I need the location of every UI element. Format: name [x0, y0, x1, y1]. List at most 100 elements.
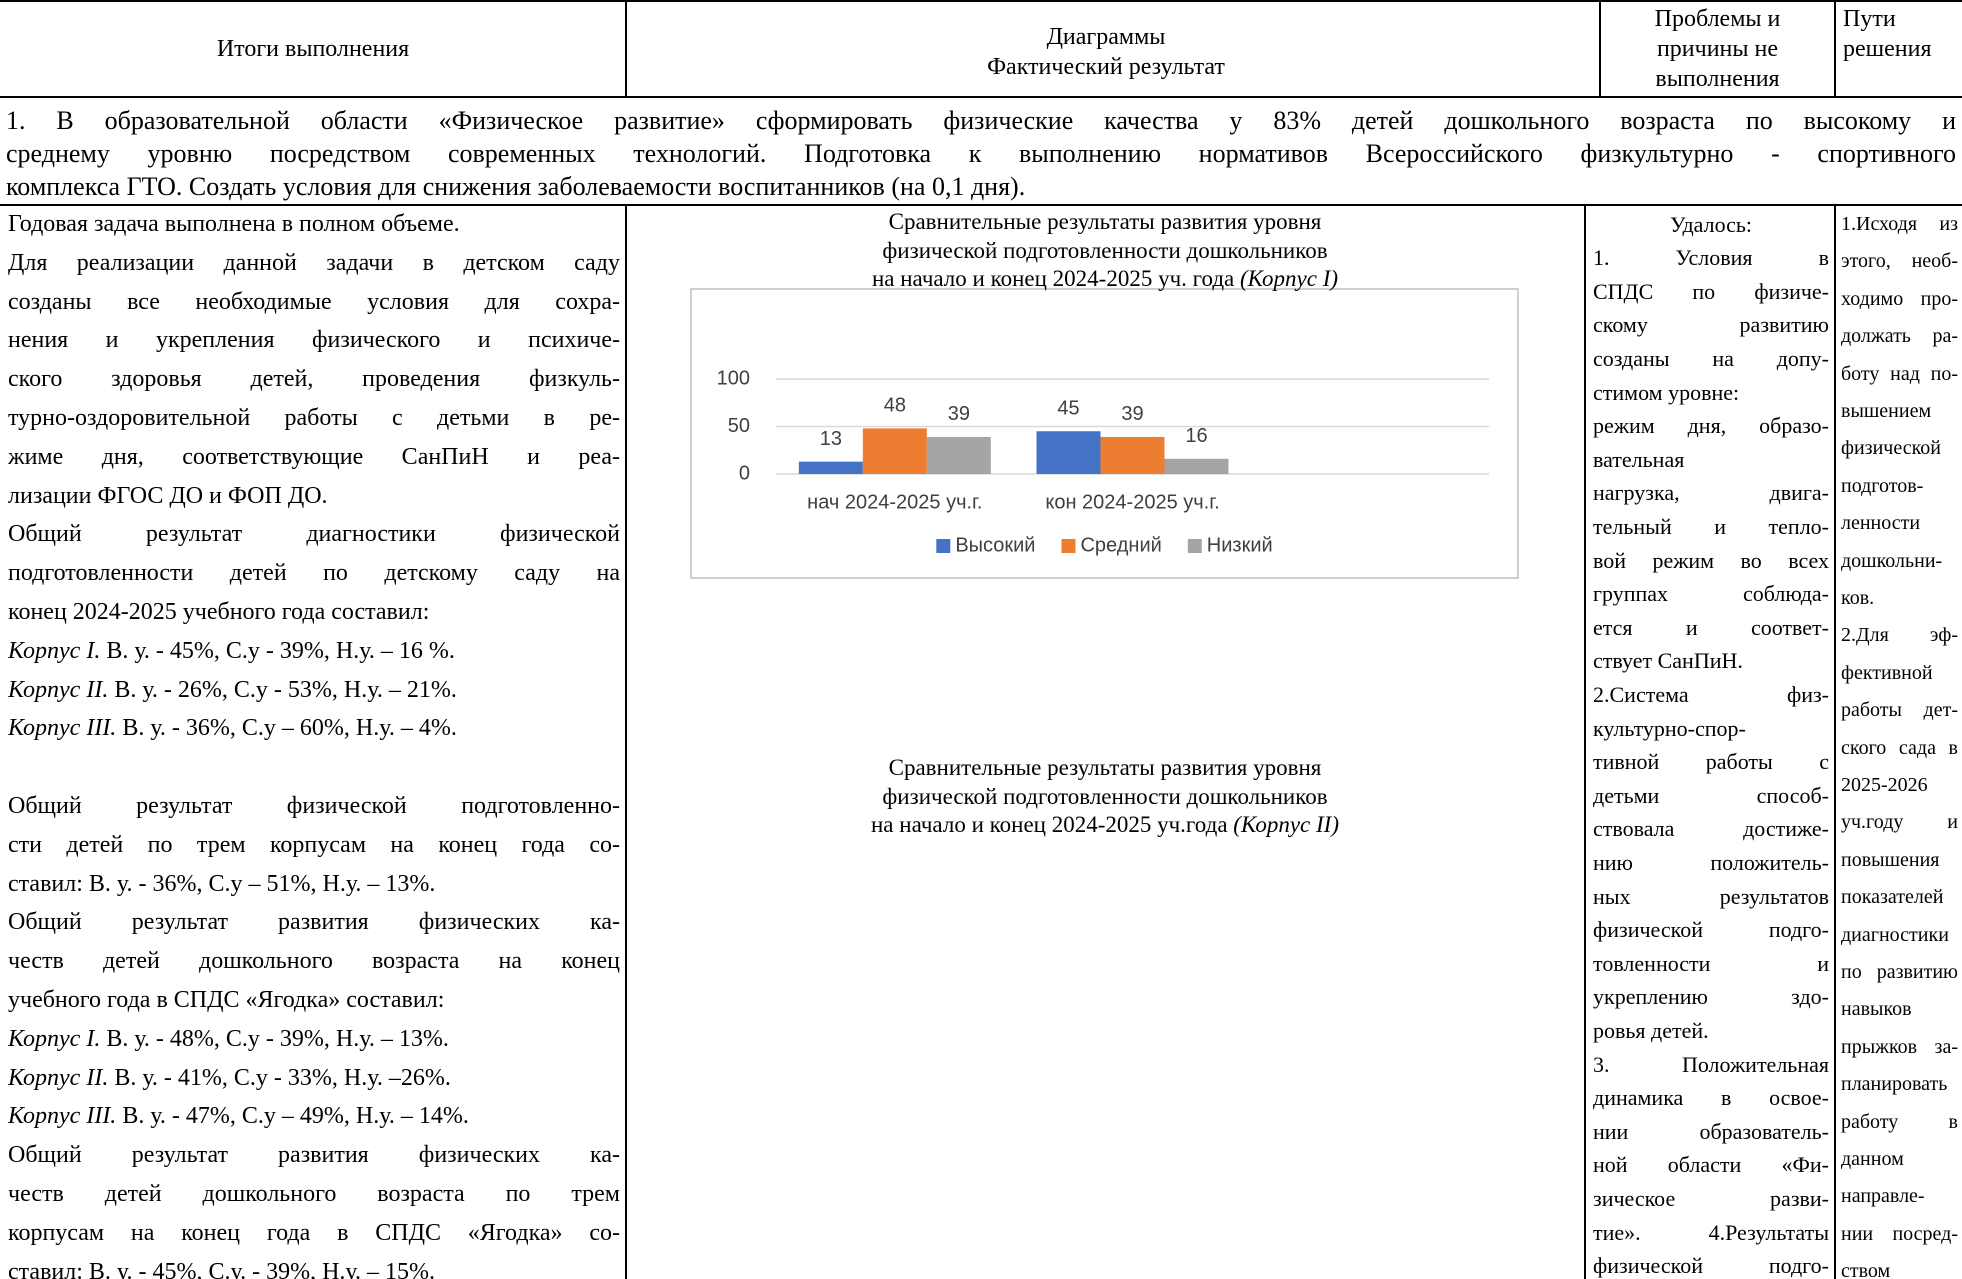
solution-line: дошкольни- [1841, 549, 1943, 572]
data-label: 48 [884, 395, 906, 417]
result-line: конец 2024-2025 учебного года составил: [8, 599, 430, 625]
solution-line: работы дет- [1841, 699, 1958, 722]
chart-title-line: физической подготовленности дошкольников [882, 237, 1328, 263]
result-line: Общий результат развития физических ка- [8, 1142, 620, 1169]
problem-line: нагрузка, двига- [1593, 480, 1829, 506]
result-line: Корпус III. В. у. - 47%, С.у – 49%, Н.у.… [8, 1097, 620, 1135]
result-line: Корпус II. В. у. - 26%, С.у - 53%, Н.у. … [8, 671, 620, 709]
bar [798, 461, 863, 474]
result-text: В. у. - 48%, С.у - 39%, Н.у. – 13%. [100, 1025, 449, 1052]
solution-line: данном [1841, 1148, 1904, 1170]
result-line: Корпус I. В. у. - 45%, С.у - 39%, Н.у. –… [8, 632, 620, 670]
problem-line: ствовала достиже- [1593, 816, 1829, 842]
problem-line: вой режим во всех [1593, 547, 1829, 573]
solution-line: прыжков за- [1841, 1035, 1958, 1058]
result-line: честв детей дошкольного возраста по трем [8, 1181, 620, 1207]
problem-line: детьми способ- [1593, 782, 1829, 808]
header-cell-text: Итоги выполнения [216, 36, 410, 63]
header-cell-text: Фактический результат [987, 54, 1225, 81]
problem-line: вательная [1593, 446, 1685, 472]
solution-line: этого, необ- [1841, 250, 1958, 273]
result-text: В. у. - 45%, С.у - 39%, Н.у. – 16 %. [100, 637, 455, 664]
legend-label: Высокий [955, 534, 1035, 556]
corpus-label: Корпус I. [8, 637, 101, 664]
result-line: Общий результат развития физических ка- [8, 909, 620, 936]
data-label: 45 [1057, 398, 1079, 420]
header-cell-text: выполнения [1655, 66, 1780, 93]
solution-line: ством [1841, 1260, 1891, 1279]
problem-line: СПДС по физиче- [1593, 278, 1829, 304]
chart-title: на начало и конец 2024-2025 уч. года (Ко… [690, 265, 1520, 293]
legend-label: Средний [1080, 534, 1161, 556]
solution-line: должать ра- [1841, 325, 1958, 348]
problem-line: группах соблюда- [1593, 581, 1829, 607]
solution-line: фективной [1841, 661, 1933, 684]
chart-title: физической подготовленности дошкольников [690, 783, 1520, 811]
solution-line: ского сада в [1841, 736, 1958, 759]
chart-title: Сравнительные результаты развития уровня [690, 208, 1520, 236]
goal-text: комплекса ГТО. Создать условия для сниже… [6, 171, 1026, 201]
chart-title-line: на начало и конец 2024-2025 уч.года [871, 812, 1228, 837]
corpus-label: Корпус II. [8, 676, 109, 703]
goal-text: среднему уровню посредством современных … [6, 138, 1956, 168]
solution-line: ленности [1841, 512, 1921, 535]
data-label: 16 [1185, 425, 1207, 447]
data-label: 13 [820, 428, 842, 450]
problem-line: 3. Положительная [1593, 1051, 1829, 1077]
problem-line: нии образователь- [1593, 1118, 1829, 1144]
x-tick-label: нач 2024-2025 уч.г. [807, 491, 982, 513]
result-text: В. у. - 36%, С.у – 60%, Н.у. – 4%. [116, 715, 457, 742]
problem-line: 1. Условия в [1593, 245, 1829, 271]
result-line: Для реализации данной задачи в детском с… [8, 249, 620, 276]
solution-line: боту над по- [1841, 362, 1958, 385]
header-cell-text: Диаграммы [1046, 24, 1166, 51]
problem-line: Удалось: [1669, 211, 1753, 237]
legend-swatch [936, 539, 951, 553]
y-tick-label: 50 [728, 415, 750, 437]
result-line: жиме дня, соответствующие СанПиН и реа- [8, 443, 620, 470]
legend-label: Низкий [1207, 534, 1273, 556]
result-line: турно-оздоровительной работы с детьми в … [8, 405, 620, 431]
corpus-label: Корпус II. [8, 1064, 109, 1091]
result-line: сти детей по трем корпусам на конец года… [8, 831, 620, 858]
legend: Высокий Средний Низкий [936, 534, 1273, 556]
result-line: подготовленности детей по детскому саду … [8, 560, 620, 587]
result-line: ского здоровья детей, проведения физкуль… [8, 366, 620, 393]
solution-line: 2025-2026 [1841, 774, 1928, 796]
chart-subtitle: (Корпус I) [1240, 266, 1339, 291]
problem-line: ровья детей. [1593, 1017, 1709, 1043]
solution-line: направле- [1841, 1185, 1925, 1208]
problem-line: скому развитию [1593, 312, 1829, 338]
problem-line: ной области «Фи- [1593, 1152, 1829, 1178]
header-cell-text: Пути [1843, 6, 1896, 33]
result-line: честв детей дошкольного возраста на коне… [8, 948, 620, 975]
chart-frame [690, 288, 1519, 579]
problem-line: культурно-спор- [1593, 715, 1746, 741]
data-label: 39 [1121, 403, 1143, 425]
result-line: Корпус III. В. у. - 36%, С.у – 60%, Н.у.… [8, 709, 620, 747]
result-text: В. у. - 41%, С.у - 33%, Н.у. –26%. [108, 1064, 451, 1091]
result-text: В. у. - 26%, С.у - 53%, Н.у. – 21%. [108, 676, 457, 703]
problem-line: тие». 4.Результаты [1593, 1219, 1829, 1245]
solution-line: вышением [1841, 400, 1932, 422]
legend-swatch [1187, 539, 1202, 553]
result-line: ставил: В. у. - 36%, С.у – 51%, Н.у. – 1… [8, 870, 436, 897]
header-cell-text: причины не [1656, 36, 1779, 63]
problem-line: укреплению здо- [1593, 984, 1829, 1010]
solution-line: работу в [1841, 1110, 1958, 1133]
header-cell-text: решения [1843, 36, 1932, 63]
result-line: Корпус II. В. у. - 41%, С.у - 33%, Н.у. … [8, 1059, 620, 1097]
problem-line: физической подго- [1593, 1253, 1829, 1279]
corpus-label: Корпус III. [8, 1103, 117, 1130]
result-line: Общий результат диагностики физической [8, 521, 620, 548]
solution-line: диагностики [1841, 923, 1949, 946]
problem-line: ных результатов [1593, 883, 1829, 909]
problem-line: 2.Система физ- [1593, 681, 1829, 707]
result-line: нения и укрепления физического и психиче… [8, 327, 620, 354]
solution-line: ходимо про- [1841, 287, 1958, 310]
y-tick-label: 100 [717, 367, 750, 389]
problem-line: стимом уровне: [1593, 379, 1740, 405]
result-line: лизации ФГОС ДО и ФОП ДО. [8, 482, 328, 509]
chart-title-line: Сравнительные результаты развития уровня [888, 209, 1322, 234]
